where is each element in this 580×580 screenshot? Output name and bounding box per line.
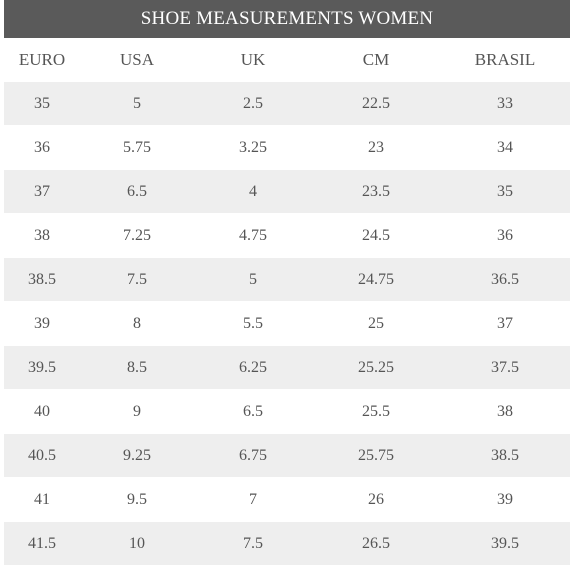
cell-cm: 24.75 — [358, 270, 394, 288]
cell-usa: 5 — [133, 94, 141, 112]
cell-cm: 26.5 — [362, 534, 390, 552]
cell-euro: 38.5 — [28, 270, 56, 288]
cell-uk: 7.5 — [243, 534, 263, 552]
cell-brasil: 36.5 — [491, 270, 519, 288]
cell-euro: 36 — [34, 138, 50, 156]
cell-cm: 26 — [368, 490, 384, 508]
cell-euro: 40 — [34, 402, 50, 420]
size-chart: SHOE MEASUREMENTS WOMEN EURO USA UK CM B… — [4, 0, 570, 566]
table-row: 38.5 7.5 5 24.75 36.5 — [4, 258, 570, 302]
column-headers: EURO USA UK CM BRASIL — [4, 38, 570, 82]
cell-brasil: 39 — [497, 490, 513, 508]
cell-usa: 6.5 — [127, 182, 147, 200]
column-header-euro: EURO — [18, 50, 66, 69]
table-row: 39.5 8.5 6.25 25.25 37.5 — [4, 346, 570, 390]
cell-brasil: 39.5 — [491, 534, 519, 552]
cell-uk: 6.5 — [243, 402, 263, 420]
cell-usa: 9.25 — [123, 446, 151, 464]
cell-uk: 4.75 — [239, 226, 267, 244]
cell-uk: 4 — [249, 182, 257, 200]
size-rows: 35 5 2.5 22.5 33 36 5.75 3.25 23 34 37 6.5 4 23.5 35 38… — [4, 82, 570, 566]
cell-cm: 23 — [368, 138, 384, 156]
table-row: 38 7.25 4.75 24.5 36 — [4, 214, 570, 258]
cell-uk: 6.75 — [239, 446, 267, 464]
cell-cm: 24.5 — [362, 226, 390, 244]
cell-brasil: 38.5 — [491, 446, 519, 464]
cell-brasil: 36 — [497, 226, 513, 244]
table-row: 36 5.75 3.25 23 34 — [4, 126, 570, 170]
cell-euro: 39.5 — [28, 358, 56, 376]
cell-euro: 39 — [34, 314, 50, 332]
cell-euro: 40.5 — [28, 446, 56, 464]
chart-title: SHOE MEASUREMENTS WOMEN — [4, 0, 570, 38]
cell-usa: 9.5 — [127, 490, 147, 508]
table-row: 41 9.5 7 26 39 — [4, 478, 570, 522]
cell-usa: 7.5 — [127, 270, 147, 288]
cell-usa: 9 — [133, 402, 141, 420]
cell-euro: 41.5 — [28, 534, 56, 552]
cell-euro: 37 — [34, 182, 50, 200]
table-row: 40.5 9.25 6.75 25.75 38.5 — [4, 434, 570, 478]
cell-brasil: 38 — [497, 402, 513, 420]
cell-cm: 22.5 — [362, 94, 390, 112]
cell-usa: 8 — [133, 314, 141, 332]
cell-cm: 23.5 — [362, 182, 390, 200]
cell-brasil: 33 — [497, 94, 513, 112]
column-header-cm: CM — [362, 50, 390, 69]
table-row: 40 9 6.5 25.5 38 — [4, 390, 570, 434]
cell-uk: 2.5 — [243, 94, 263, 112]
cell-brasil: 37 — [497, 314, 513, 332]
cell-uk: 7 — [249, 490, 257, 508]
cell-cm: 25.75 — [358, 446, 394, 464]
cell-cm: 25.5 — [362, 402, 390, 420]
column-header-brasil: BRASIL — [474, 50, 536, 69]
column-header-usa: USA — [119, 50, 154, 69]
table-row: 41.5 10 7.5 26.5 39.5 — [4, 522, 570, 566]
cell-uk: 6.25 — [239, 358, 267, 376]
cell-uk: 5.5 — [243, 314, 263, 332]
cell-usa: 8.5 — [127, 358, 147, 376]
cell-euro: 41 — [34, 490, 50, 508]
cell-cm: 25 — [368, 314, 384, 332]
cell-brasil: 34 — [497, 138, 513, 156]
cell-uk: 3.25 — [239, 138, 267, 156]
table-row: 39 8 5.5 25 37 — [4, 302, 570, 346]
cell-uk: 5 — [249, 270, 257, 288]
cell-brasil: 35 — [497, 182, 513, 200]
table-row: 37 6.5 4 23.5 35 — [4, 170, 570, 214]
cell-euro: 35 — [34, 94, 50, 112]
cell-brasil: 37.5 — [491, 358, 519, 376]
cell-euro: 38 — [34, 226, 50, 244]
cell-usa: 10 — [129, 534, 145, 552]
cell-cm: 25.25 — [358, 358, 394, 376]
cell-usa: 7.25 — [123, 226, 151, 244]
column-header-uk: UK — [240, 50, 266, 69]
table-row: 35 5 2.5 22.5 33 — [4, 82, 570, 126]
cell-usa: 5.75 — [123, 138, 151, 156]
